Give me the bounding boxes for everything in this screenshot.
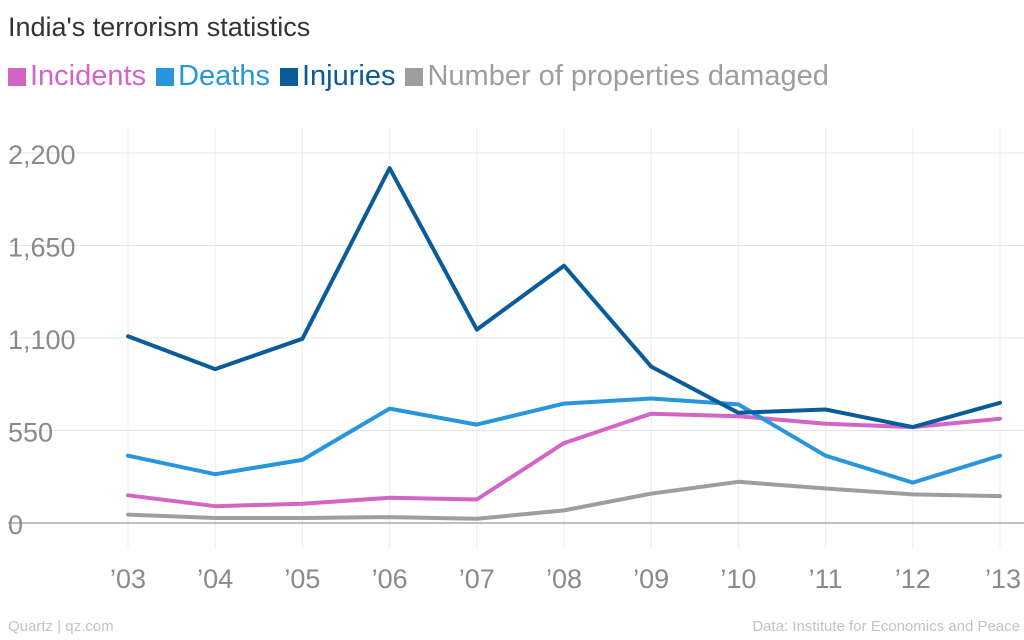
- x-tick-label: ’12: [895, 564, 931, 594]
- x-tick-label: ’06: [372, 564, 408, 594]
- footer-source: Data: Institute for Economics and Peace: [752, 618, 1020, 635]
- x-tick-label: ’07: [459, 564, 495, 594]
- x-tick-label: ’10: [720, 564, 756, 594]
- x-axis-tick-labels: ’03 ’04 ’05 ’06 ’07 ’08 ’09 ’10 ’11 ’12 ’13: [110, 564, 1021, 594]
- legend-label: Incidents: [30, 60, 147, 92]
- series-line-incidents: [126, 411, 1002, 509]
- horizontal-gridlines: [8, 152, 1024, 524]
- legend-swatch: [8, 67, 26, 86]
- chart-legend: Incidents Deaths Injuries Number of propert…: [8, 60, 839, 93]
- series-line-deaths: [126, 396, 1002, 485]
- y-tick-label: 2,200: [8, 140, 76, 170]
- x-tick-label: ’08: [546, 564, 582, 594]
- legend-label: Deaths: [178, 60, 270, 92]
- y-tick-label: 1,100: [8, 325, 76, 355]
- series-lines: [126, 166, 1002, 521]
- legend-item: Number of properties damaged: [405, 60, 829, 93]
- legend-item: Injuries: [279, 60, 396, 93]
- x-tick-label: ’04: [197, 564, 233, 594]
- legend-item: Incidents: [8, 60, 146, 93]
- legend-swatch: [279, 67, 298, 86]
- legend-swatch: [156, 67, 175, 86]
- x-tick-label: ’03: [110, 564, 146, 594]
- series-line-number-of-properties-damaged: [126, 479, 1002, 521]
- x-tick-label: ’11: [809, 564, 843, 594]
- chart-title: India's terrorism statistics: [8, 12, 311, 42]
- legend-item: Deaths: [156, 60, 270, 93]
- series-line-injuries: [126, 166, 1002, 430]
- legend-label: Injuries: [301, 60, 396, 92]
- y-axis-tick-labels: 0 550 1,100 1,650 2,200: [8, 140, 76, 540]
- y-tick-label: 0: [8, 510, 23, 540]
- x-tick-label: ’13: [985, 564, 1021, 594]
- footer-credit: Quartz | qz.com: [8, 618, 114, 635]
- legend-label: Number of properties damaged: [427, 60, 829, 92]
- x-tick-label: ’05: [284, 564, 320, 594]
- y-tick-label: 1,650: [8, 233, 76, 263]
- legend-swatch: [405, 67, 424, 86]
- y-tick-label: 550: [8, 418, 53, 448]
- x-tick-label: ’09: [633, 564, 669, 594]
